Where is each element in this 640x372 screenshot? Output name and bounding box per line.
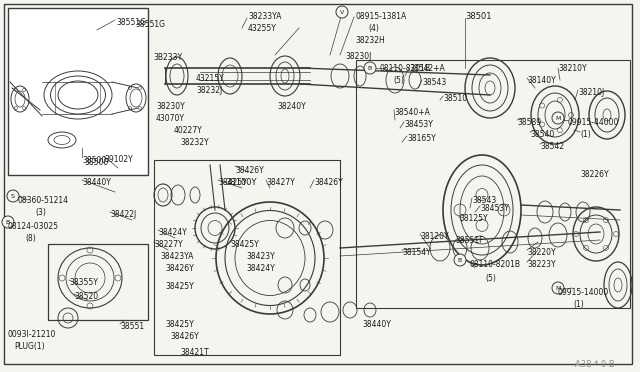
Text: 38232H: 38232H [355,36,385,45]
Text: 38426Y: 38426Y [170,332,199,341]
Circle shape [336,6,348,18]
Text: 08110-8201B: 08110-8201B [470,260,521,269]
Bar [356,60,630,308]
Text: 43070Y: 43070Y [156,114,185,123]
Text: (3): (3) [35,208,46,217]
Text: 38500: 38500 [82,156,106,165]
Text: 38501: 38501 [465,12,492,21]
Circle shape [364,62,376,74]
Text: 38425Y: 38425Y [165,320,194,329]
Text: 38210J: 38210J [578,88,604,97]
Text: 38230Y: 38230Y [156,102,185,111]
Text: 38453Y: 38453Y [480,204,509,213]
Bar [48,244,148,320]
Text: 38551G: 38551G [135,20,165,29]
Text: B: B [368,67,372,71]
Text: 3B233Y: 3B233Y [153,53,182,62]
Text: M: M [556,116,561,122]
Text: 38230J: 38230J [345,52,371,61]
Text: 38440Y: 38440Y [362,320,391,329]
Text: 38154Y: 38154Y [402,248,431,257]
Text: 38422J: 38422J [110,210,136,219]
Text: 38425Y: 38425Y [165,282,194,291]
Text: 38140Y: 38140Y [527,76,556,85]
Text: 38520: 38520 [74,292,98,301]
Text: 38220Y: 38220Y [527,248,556,257]
Text: 38510: 38510 [443,94,467,103]
Text: 38540+A: 38540+A [394,108,430,117]
Text: 09915-44000: 09915-44000 [568,118,620,127]
Text: 38500: 38500 [84,158,108,167]
Text: 38543: 38543 [422,78,446,87]
Text: 38233YA: 38233YA [248,12,282,21]
Text: 38589: 38589 [517,118,541,127]
Bar [8,8,148,175]
Text: 08124-03025: 08124-03025 [8,222,59,231]
Text: (1): (1) [573,300,584,309]
Text: 38551: 38551 [120,322,144,331]
Text: (4): (4) [368,24,379,33]
Circle shape [2,216,14,228]
Circle shape [454,254,466,266]
Text: V: V [340,10,344,16]
Text: A38 * 0 B: A38 * 0 B [575,360,615,369]
Text: 38551G: 38551G [116,18,146,27]
Text: S: S [11,195,15,199]
Text: 38551F: 38551F [455,236,483,245]
Text: 38120Y: 38120Y [420,232,449,241]
Text: 09915-14000: 09915-14000 [558,288,609,297]
Text: PLUG(1): PLUG(1) [14,342,45,351]
Text: 38424Y: 38424Y [246,264,275,273]
Text: 43215Y: 43215Y [196,74,225,83]
Text: 43255Y: 43255Y [248,24,277,33]
Text: (8): (8) [25,234,36,243]
Text: 38355Y: 38355Y [69,278,98,287]
Text: 38223Y: 38223Y [527,260,556,269]
Text: M: M [556,286,561,292]
Text: 38540: 38540 [530,130,554,139]
Text: 38543: 38543 [472,196,496,205]
Circle shape [552,282,564,294]
Text: 39102Y: 39102Y [104,155,132,164]
Text: 38423Y: 38423Y [246,252,275,261]
Text: 38240Y: 38240Y [277,102,306,111]
Text: (5): (5) [393,76,404,85]
Text: 38232J: 38232J [196,86,222,95]
Text: 08915-1381A: 08915-1381A [355,12,406,21]
Text: 38424Y: 38424Y [158,228,187,237]
Text: 38426Y: 38426Y [314,178,343,187]
Text: 38100Y: 38100Y [225,178,257,187]
Text: 38421T: 38421T [180,348,209,357]
Text: 38210Y: 38210Y [558,64,587,73]
Text: 38423YA: 38423YA [160,252,193,261]
Text: 38232Y: 38232Y [180,138,209,147]
Circle shape [552,112,564,124]
Text: B: B [6,221,10,225]
Text: (1): (1) [580,130,591,139]
Circle shape [7,190,19,202]
Text: 38125Y: 38125Y [459,214,488,223]
Text: 38440Y: 38440Y [82,178,111,187]
Text: 0093I-21210: 0093I-21210 [8,330,56,339]
Text: 38426Y: 38426Y [165,264,194,273]
Text: 38425Y: 38425Y [218,178,247,187]
Text: B: B [458,259,462,263]
Text: 38226Y: 38226Y [580,170,609,179]
Text: 08360-51214: 08360-51214 [18,196,69,205]
Text: 38227Y: 38227Y [154,240,182,249]
Text: 38427Y: 38427Y [266,178,295,187]
Text: (5): (5) [485,274,496,283]
Text: 38542: 38542 [540,142,564,151]
Text: 38165Y: 38165Y [407,134,436,143]
Text: 38542+A: 38542+A [409,64,445,73]
Text: 38426Y: 38426Y [235,166,264,175]
Text: 40227Y: 40227Y [174,126,203,135]
Text: 38425Y: 38425Y [230,240,259,249]
Text: 38453Y: 38453Y [404,120,433,129]
Bar [154,160,340,355]
Text: 08110-8201B: 08110-8201B [380,64,431,73]
